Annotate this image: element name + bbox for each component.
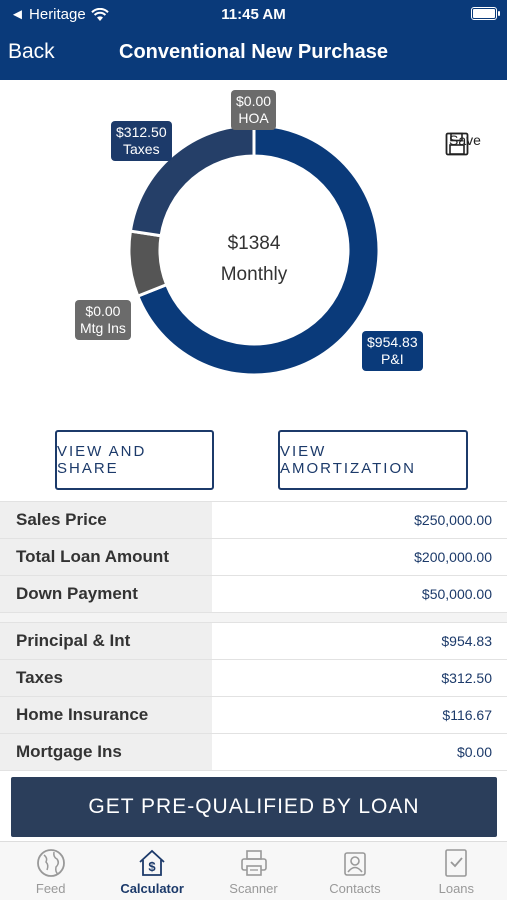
row-label: Down Payment — [0, 576, 212, 612]
status-time: 11:45 AM — [221, 6, 286, 23]
row-value: $200,000.00 — [414, 549, 492, 565]
table-row: Mortgage Ins $0.00 — [0, 734, 507, 771]
table-row: Home Insurance $116.67 — [0, 697, 507, 734]
row-value: $250,000.00 — [414, 512, 492, 528]
callout-pi: $954.83 P&I — [362, 331, 423, 371]
tab-feed-label: Feed — [35, 881, 66, 896]
section-divider — [0, 613, 507, 623]
row-value: $954.83 — [441, 633, 492, 649]
view-and-share-button[interactable]: VIEW AND SHARE — [55, 430, 214, 490]
nav-bar: Back Conventional New Purchase — [0, 28, 507, 80]
row-label: Total Loan Amount — [0, 539, 212, 575]
contacts-icon — [344, 852, 366, 876]
house-dollar-icon: $ — [139, 849, 165, 876]
donut-center-caption: Monthly — [220, 264, 288, 285]
row-value: $50,000.00 — [421, 586, 492, 602]
printer-icon — [240, 850, 267, 876]
status-bar: ◄ Heritage 11:45 AM — [0, 0, 507, 28]
callout-pi-label: P&I — [381, 351, 404, 367]
tab-bar: Feed $ Calculator Scanner Contacts Lo — [0, 841, 507, 900]
table-row: Down Payment $50,000.00 — [0, 576, 507, 613]
view-amortization-button[interactable]: VIEW AMORTIZATION — [278, 430, 468, 490]
table-row: Sales Price $250,000.00 — [0, 502, 507, 539]
table-row: Total Loan Amount $200,000.00 — [0, 539, 507, 576]
payment-donut-chart: $1384 Monthly $0.00 HOA $312.50 Taxes $0… — [0, 80, 507, 420]
carrier-label: ◄ Heritage — [10, 6, 86, 23]
table-row: Taxes $312.50 — [0, 660, 507, 697]
globe-icon — [36, 849, 65, 877]
tab-loans-label: Loans — [438, 881, 475, 896]
svg-text:$: $ — [148, 859, 156, 874]
get-prequalified-button[interactable]: GET PRE-QUALIFIED BY LOAN — [11, 777, 497, 837]
callout-mtg-ins: $0.00 Mtg Ins — [75, 300, 131, 340]
row-value: $312.50 — [441, 670, 492, 686]
tab-contacts-label: Contacts — [329, 881, 381, 896]
loan-summary-table: Sales Price $250,000.00 Total Loan Amoun… — [0, 501, 507, 771]
row-label: Mortgage Ins — [0, 734, 212, 770]
callout-pi-amount: $954.83 — [367, 334, 418, 350]
tab-contacts[interactable]: Contacts — [304, 842, 405, 900]
callout-hoa: $0.00 HOA — [231, 90, 277, 130]
callout-taxes-label: Taxes — [123, 141, 160, 157]
tab-feed[interactable]: Feed — [0, 842, 101, 900]
row-label: Taxes — [0, 660, 212, 696]
callout-mtg-ins-amount: $0.00 — [85, 303, 121, 319]
row-value: $0.00 — [456, 744, 492, 760]
row-value: $116.67 — [442, 707, 492, 723]
donut-center-amount: $1384 — [227, 233, 281, 254]
row-label: Home Insurance — [0, 697, 212, 733]
row-label: Sales Price — [0, 502, 212, 538]
callout-hoa-label: HOA — [238, 110, 269, 126]
wifi-icon — [90, 7, 109, 21]
save-label: Save — [449, 132, 481, 148]
document-check-icon — [445, 849, 468, 877]
tab-calculator[interactable]: $ Calculator — [101, 842, 202, 900]
callout-taxes-amount: $312.50 — [116, 124, 167, 140]
back-button[interactable]: Back — [8, 40, 55, 63]
callout-taxes: $312.50 Taxes — [111, 121, 172, 161]
callout-mtg-ins-label: Mtg Ins — [80, 320, 126, 336]
tab-calculator-label: Calculator — [120, 881, 184, 896]
tab-scanner[interactable]: Scanner — [203, 842, 304, 900]
top-bar: ◄ Heritage 11:45 AM Back Conventional Ne… — [0, 0, 507, 80]
donut-segment-pi — [135, 123, 381, 377]
save-button[interactable]: Save — [445, 132, 485, 156]
floppy-disk-icon — [445, 132, 469, 156]
row-label: Principal & Int — [0, 623, 212, 659]
tab-scanner-label: Scanner — [229, 881, 278, 896]
battery-icon — [471, 7, 500, 20]
callout-hoa-amount: $0.00 — [236, 93, 272, 109]
page-title: Conventional New Purchase — [119, 41, 388, 63]
tab-loans[interactable]: Loans — [406, 842, 507, 900]
table-row: Principal & Int $954.83 — [0, 623, 507, 660]
